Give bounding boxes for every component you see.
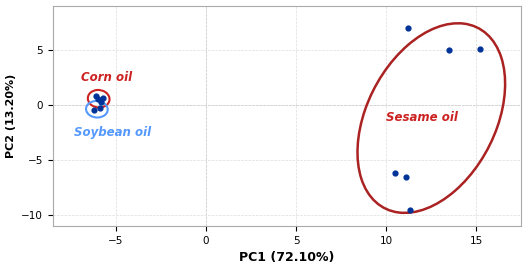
- Text: Corn oil: Corn oil: [81, 70, 132, 83]
- Point: [402, 174, 411, 179]
- Point: [92, 94, 100, 98]
- Point: [94, 97, 102, 102]
- Point: [391, 171, 399, 176]
- Point: [95, 106, 104, 110]
- Point: [405, 207, 414, 212]
- X-axis label: PC1 (72.10%): PC1 (72.10%): [239, 251, 335, 264]
- Point: [99, 96, 108, 100]
- Text: Soybean oil: Soybean oil: [74, 126, 151, 139]
- Point: [404, 25, 412, 30]
- Point: [97, 99, 105, 104]
- Text: Sesame oil: Sesame oil: [386, 112, 458, 124]
- Point: [90, 108, 99, 113]
- Point: [476, 46, 484, 51]
- Point: [445, 48, 454, 52]
- Y-axis label: PC2 (13.20%): PC2 (13.20%): [6, 74, 16, 158]
